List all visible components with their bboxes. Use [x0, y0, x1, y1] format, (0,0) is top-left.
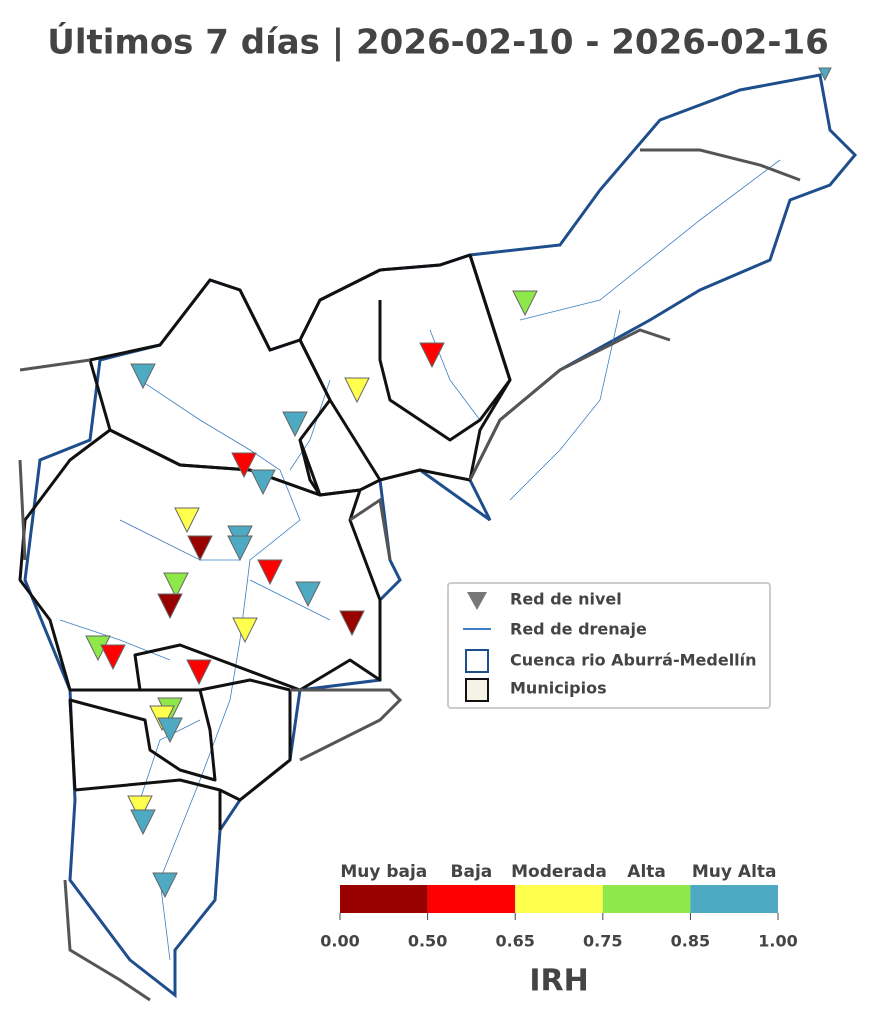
tick-label: 0.65 — [495, 932, 534, 951]
station-marker — [127, 795, 153, 822]
colorbar-segment — [602, 885, 691, 913]
station-marker — [231, 452, 257, 479]
tick-label: 1.00 — [758, 932, 797, 951]
station-markers — [85, 67, 832, 899]
tick-label: 0.75 — [583, 932, 622, 951]
legend-label: Municipios — [510, 679, 607, 698]
basin-map — [18, 73, 858, 1002]
station-marker — [818, 67, 832, 82]
legend-label: Cuenca rio Aburrá-Medellín — [510, 651, 757, 670]
class-label: Muy baja — [340, 862, 427, 882]
tick-label: 0.00 — [320, 932, 359, 951]
legend-icon — [465, 649, 489, 673]
station-marker — [174, 507, 200, 534]
station-marker — [152, 872, 178, 899]
tick-label: 0.85 — [671, 932, 710, 951]
legend-label: Red de drenaje — [510, 620, 647, 639]
station-marker — [339, 610, 365, 637]
station-marker — [282, 411, 308, 438]
colorbar-segment — [690, 885, 778, 913]
station-marker — [100, 644, 126, 671]
tick-label: 0.50 — [408, 932, 447, 951]
station-marker — [187, 535, 213, 562]
colorbar-segment — [515, 885, 603, 913]
station-marker — [419, 342, 445, 369]
legend-icon — [465, 678, 489, 702]
station-marker — [512, 290, 538, 317]
station-marker — [186, 659, 212, 686]
station-marker — [157, 593, 183, 620]
legend: Red de nivel Red de drenaje Cuenca rio A… — [447, 582, 771, 709]
station-marker — [232, 617, 258, 644]
legend-icon — [467, 592, 487, 610]
station-marker — [130, 809, 156, 836]
station-marker — [163, 572, 189, 599]
legend-label: Red de nivel — [510, 590, 622, 609]
class-label: Alta — [627, 862, 666, 882]
station-marker — [157, 717, 183, 744]
station-marker — [227, 535, 253, 562]
class-label: Baja — [451, 862, 493, 882]
colorbar-segment — [427, 885, 516, 913]
station-marker — [344, 377, 370, 404]
colorbar-title: IRH — [529, 964, 588, 999]
station-marker — [250, 469, 276, 496]
station-marker — [257, 559, 283, 586]
class-label: Muy Alta — [692, 862, 777, 882]
colorbar: IRH Muy baja Baja Moderada Alta Muy Alta 0.00… — [320, 862, 797, 999]
class-label: Moderada — [511, 862, 607, 882]
station-marker — [295, 581, 321, 608]
colorbar-segment — [340, 885, 428, 913]
legend-box — [447, 582, 771, 709]
station-marker — [130, 363, 156, 390]
title: Últimos 7 días | 2026-02-10 - 2026-02-16 — [47, 22, 829, 63]
